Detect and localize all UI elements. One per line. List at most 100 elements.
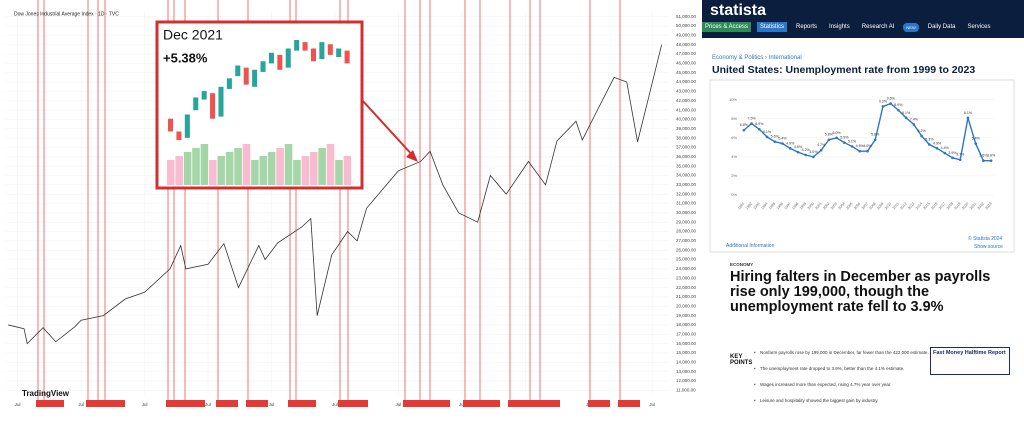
value-label: 4.7% [817,143,826,147]
nav-item[interactable]: Services [967,24,991,30]
value-label: 9.3% [879,99,888,103]
value-label: 8.1% [964,111,973,115]
bullet: Nonfarm payrolls rose by 199,000 in Dece… [754,350,1000,355]
x-tick-label: 2003 [830,202,838,211]
y-tick-label: 10% [729,97,737,102]
y-tick-label: 4% [731,154,737,159]
point [781,142,784,145]
y-tick-label: 12,000.00 [676,378,697,383]
y-tick-label: 35,000.00 [676,163,697,168]
nav-item[interactable]: Statistics [757,22,788,32]
candle [193,97,199,111]
y-tick-label: 19,000.00 [676,313,697,318]
bullet: The unemployment rate dropped to 3.9%, b… [754,366,1000,371]
point [966,116,970,120]
candle [168,118,174,132]
y-tick-label: 51,000.00 [676,14,697,19]
y-tick-label: 21,000.00 [676,294,697,299]
value-label: 5.8% [825,133,834,137]
value-label: 4.2% [802,148,811,152]
candle [344,50,350,64]
x-tick-label: 2023 [984,202,992,211]
copyright: © Statista 2024 [968,236,1003,242]
point [796,150,800,154]
nav-item[interactable]: Daily Data [927,24,956,30]
value-label: 5.1% [848,139,857,143]
value-label: 7.4% [910,117,919,121]
y-tick-label: 50,000.00 [676,23,697,28]
candle [243,67,249,85]
arrow [361,99,416,159]
x-tick-label: 2002 [822,202,830,211]
point [819,148,823,152]
value-label: 8.9% [894,103,903,107]
y-tick-label: 49,000.00 [676,33,697,38]
value-label: 4.6% [856,144,865,148]
section: ECONOMY [730,262,754,267]
point [835,136,838,140]
volume-bar [234,148,242,185]
volume-bar [267,152,276,185]
nav-item[interactable]: Prices & Access [702,22,752,32]
point [889,102,892,105]
point [958,158,962,162]
chart-title: Dow Jones Industrial Average Index · 1D … [14,11,119,17]
candle [302,42,308,51]
point [773,140,777,143]
point [858,149,862,153]
badge: NEW [903,22,919,32]
x-tick-label: 2000 [807,202,815,211]
point [912,123,916,126]
x-tick-label: Jul [78,402,84,407]
y-tick-label: 6% [731,135,737,140]
x-tick-label: Jul [15,402,21,407]
date-badge [103,400,125,407]
arrow-head [406,150,418,162]
y-tick-label: 16,000.00 [676,341,697,346]
candle [201,91,207,100]
value-label: 9.6% [887,97,896,101]
candle [277,54,283,70]
nav-item[interactable]: Research AI [861,24,895,30]
date-badge [346,400,368,407]
volume-bar [209,160,217,185]
date-badge [588,400,610,407]
point [750,122,753,125]
x-tick-label: 2020 [961,202,969,211]
y-tick-label: 2% [731,173,737,178]
x-tick-label: Jul [142,402,148,407]
y-tick-label: 36,000.00 [676,154,697,159]
value-label: 3.7% [956,153,965,157]
show-source[interactable]: Show source [974,244,1003,250]
inset-change: +5.38% [163,50,208,65]
value-label: 5.6% [771,135,780,139]
x-tick-label: Jul [395,402,401,407]
date-badge [478,400,500,407]
y-tick-label: 17,000.00 [676,331,697,336]
value-label: 6.2% [917,129,926,133]
volume-bar [217,156,226,185]
x-tick-label: 2015 [923,202,931,211]
breadcrumb[interactable]: Economy & Politics › International [712,55,802,61]
y-tick-label: 15,000.00 [676,350,697,355]
x-tick-label: 2021 [969,202,977,211]
y-tick-label: 24,000.00 [676,266,697,271]
y-tick-label: 45,000.00 [676,70,697,75]
nav-item[interactable]: Insights [829,24,850,30]
y-tick-label: 31,000.00 [676,201,697,206]
statista-panel [709,79,1015,253]
nav-item[interactable]: Reports [796,24,818,30]
promo[interactable]: Fast Money Halftime Report [930,347,1010,375]
y-tick-label: 22,000.00 [676,285,697,290]
volume-bar [175,156,183,185]
value-label: 5.4% [972,137,981,141]
x-tick-label: 1995 [768,202,776,211]
point [935,147,939,150]
y-tick-label: 26,000.00 [676,247,697,252]
x-tick-label: 1998 [791,202,799,211]
additional-info[interactable]: Additional Information [726,243,775,249]
date-badge [463,400,485,407]
volume-bar [343,156,352,185]
price-line [8,44,663,345]
date-badge [246,400,268,407]
